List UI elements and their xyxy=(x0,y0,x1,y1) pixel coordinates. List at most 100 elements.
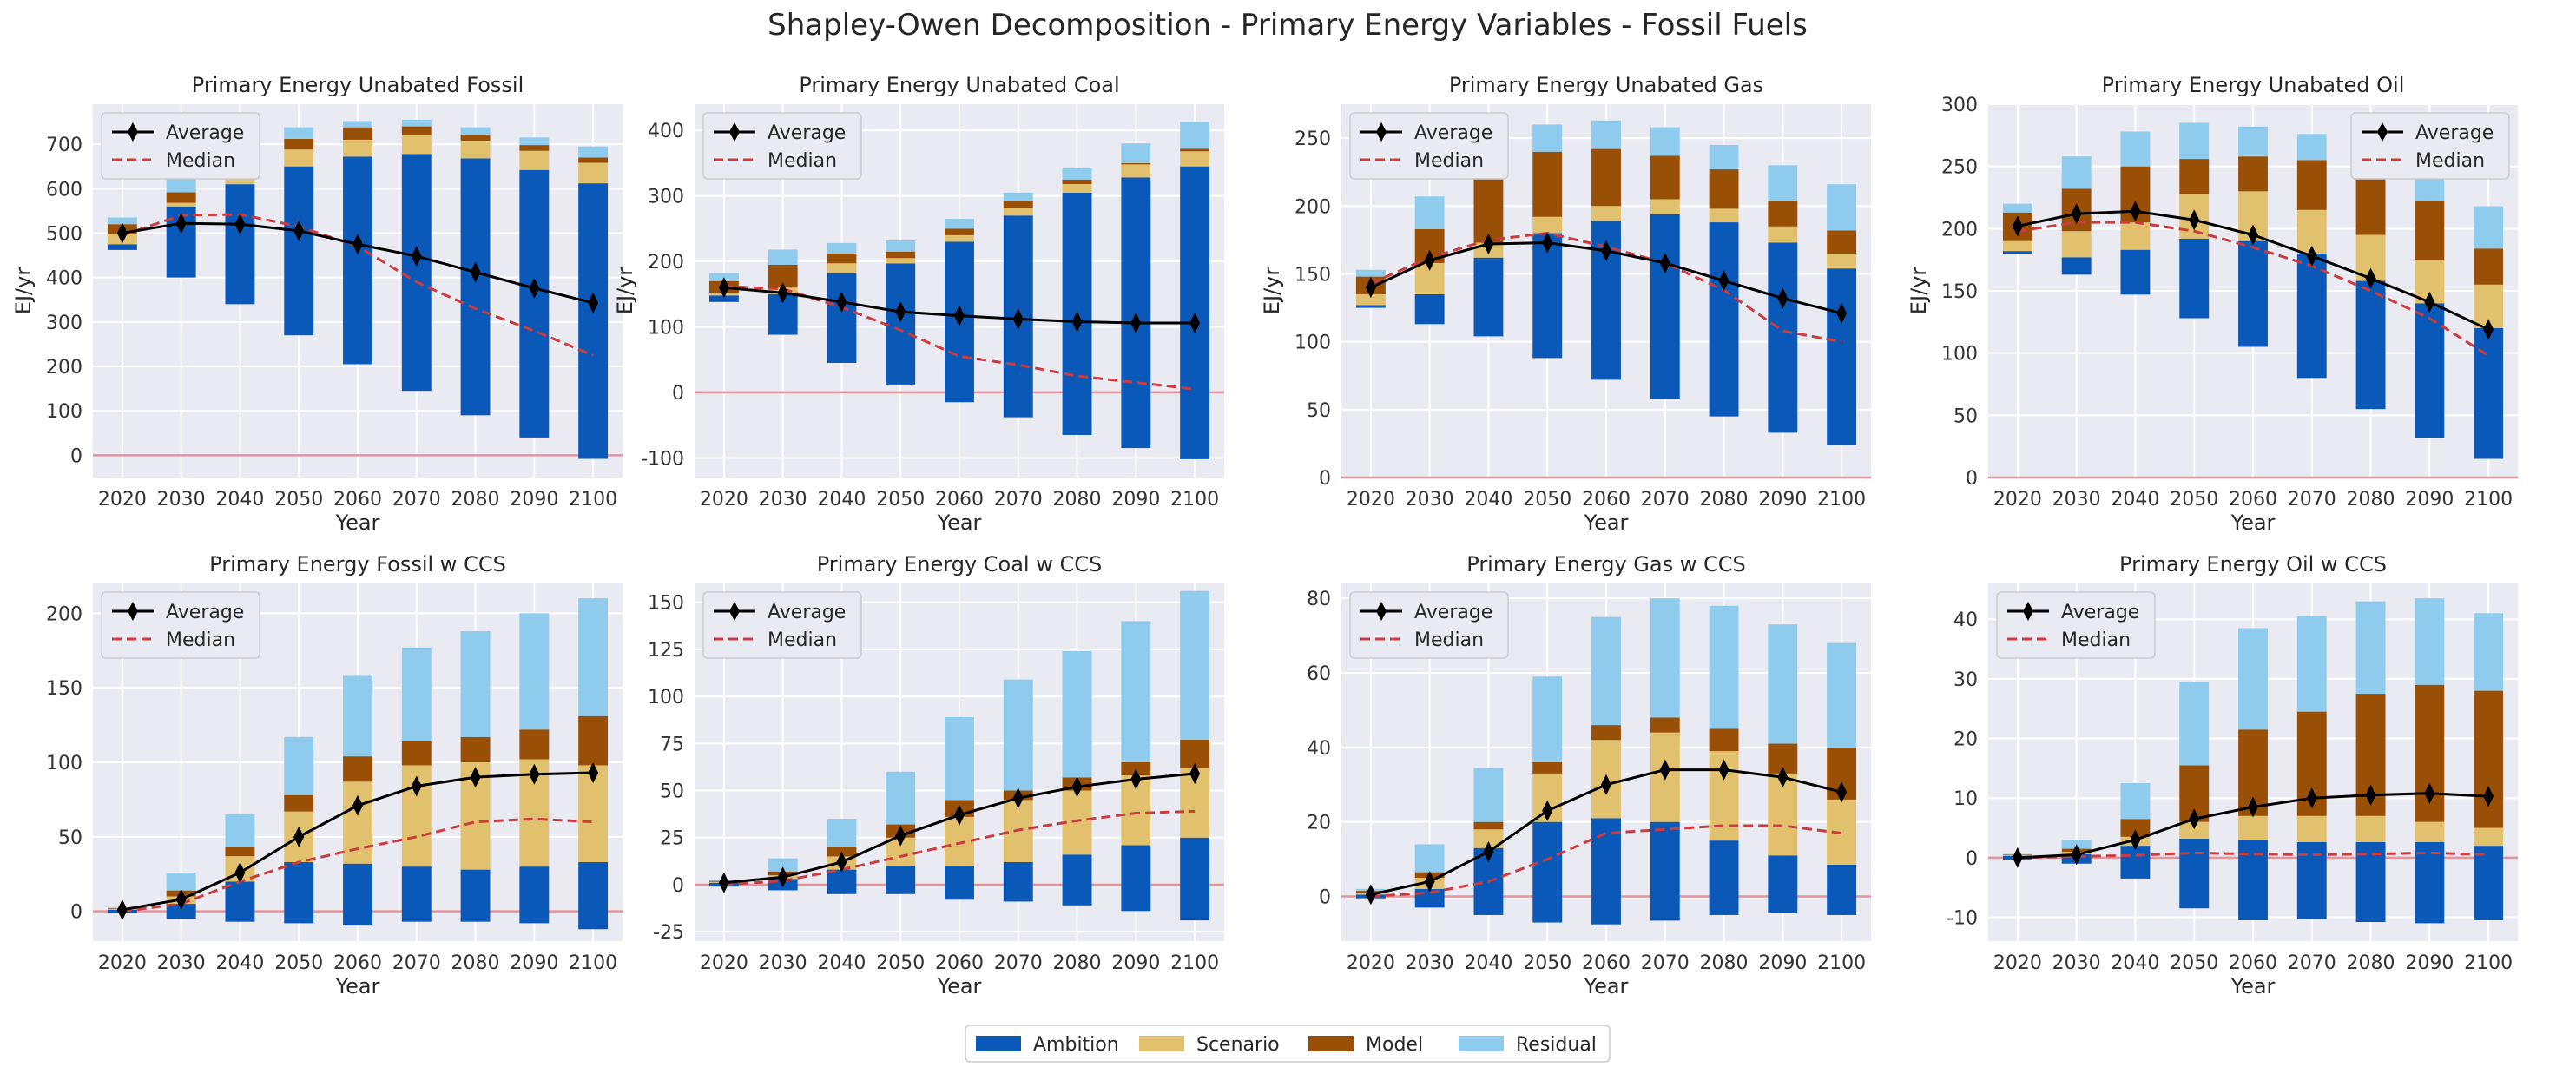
y-tick-label: 0 xyxy=(70,902,82,924)
x-tick-label: 2090 xyxy=(1758,489,1807,511)
bar-ambition-2050 xyxy=(1532,821,1563,923)
y-tick-label: 300 xyxy=(648,187,684,208)
x-tick-label: 2080 xyxy=(451,952,500,974)
y-tick-label: 40 xyxy=(1953,609,1978,631)
x-tick-label: 2060 xyxy=(2229,489,2277,511)
y-tick-label: 400 xyxy=(46,268,82,290)
y-tick-label: 250 xyxy=(1295,128,1331,150)
bar-ambition-2040 xyxy=(2120,249,2151,295)
bar-model-2070 xyxy=(1650,155,1680,200)
bar-residual-2100 xyxy=(1180,122,1210,149)
y-tick-label: 150 xyxy=(1941,281,1978,303)
x-tick-label: 2060 xyxy=(1582,489,1631,511)
panel-primary-energy-unabated-coal: -100 0 100 200 300 400 2020 2030 2040 2050 2060 207… xyxy=(613,73,1224,535)
x-tick-label: 2040 xyxy=(2111,489,2159,511)
x-tick-label: 2070 xyxy=(1641,952,1690,974)
average-marker-2060 xyxy=(2248,224,2258,246)
bar-ambition-2090 xyxy=(519,866,550,924)
bar-model-2080 xyxy=(460,736,491,762)
bar-scenario-2080 xyxy=(460,140,491,159)
y-tick-label: 100 xyxy=(1295,333,1331,354)
y-tick-label: 100 xyxy=(46,753,82,774)
bar-ambition-2100 xyxy=(578,183,609,459)
bar-residual-2060 xyxy=(945,716,974,801)
average-marker-2090 xyxy=(529,277,540,299)
bar-residual-2080 xyxy=(2355,601,2386,695)
average-marker-2020 xyxy=(718,277,729,299)
y-tick-label: 0 xyxy=(1966,848,1978,870)
bar-residual-2070 xyxy=(401,647,432,741)
bar-ambition-2040 xyxy=(827,869,857,894)
bar-ambition-2030 xyxy=(1414,293,1445,325)
panel-primary-energy-unabated-fossil: 0 100 200 300 400 500 600 700 2020 2030 2040 2050 20… xyxy=(11,73,623,535)
bar-ambition-2070 xyxy=(401,866,432,922)
bar-residual-2090 xyxy=(2415,598,2445,685)
panel-title: Primary Energy Coal w CCS xyxy=(817,552,1102,577)
bar-scenario-2100 xyxy=(1827,254,1857,269)
bar-ambition-2080 xyxy=(1709,222,1739,417)
bar-residual-2050 xyxy=(886,771,916,825)
legend-median-label: Median xyxy=(166,629,235,651)
bar-residual-2020 xyxy=(708,273,739,281)
y-tick-label: 200 xyxy=(1295,196,1331,218)
panel-title: Primary Energy Gas w CCS xyxy=(1466,552,1745,577)
average-marker-2020 xyxy=(718,872,729,893)
bar-scenario-2100 xyxy=(1180,151,1210,167)
average-marker-2090 xyxy=(2424,782,2435,804)
average-marker-2030 xyxy=(2071,844,2082,866)
average-marker-2030 xyxy=(777,282,788,304)
x-tick-label: 2100 xyxy=(569,489,617,511)
bar-residual-2090 xyxy=(519,137,550,146)
y-tick-label: 20 xyxy=(1953,729,1978,751)
x-tick-label: 2060 xyxy=(935,952,984,974)
y-tick-label: 200 xyxy=(648,252,684,273)
average-marker-2020 xyxy=(1365,884,1376,906)
bar-ambition-2070 xyxy=(1650,214,1680,399)
bar-residual-2070 xyxy=(1650,127,1680,156)
bar-scenario-2060 xyxy=(1591,206,1621,221)
average-marker-2040 xyxy=(234,862,246,884)
bar-scenario-2070 xyxy=(1650,199,1680,214)
x-tick-label: 2020 xyxy=(700,489,748,511)
panel-title: Primary Energy Unabated Gas xyxy=(1449,73,1763,97)
bar-residual-2100 xyxy=(578,146,609,158)
x-tick-label: 2020 xyxy=(98,489,147,511)
y-axis-label: EJ/yr xyxy=(11,267,36,315)
x-tick-label: 2040 xyxy=(817,489,866,511)
average-marker-2080 xyxy=(1071,776,1083,798)
y-tick-label: 0 xyxy=(1966,468,1978,490)
legend-box xyxy=(702,112,862,180)
bar-ambition-2040 xyxy=(225,184,255,305)
bar-scenario-2070 xyxy=(1003,208,1033,216)
x-tick-label: 2070 xyxy=(994,489,1043,511)
x-tick-label: 2060 xyxy=(333,952,382,974)
average-marker-2060 xyxy=(1601,774,1611,795)
bar-residual-2030 xyxy=(768,858,798,872)
bar-model-2080 xyxy=(2355,172,2386,235)
x-tick-label: 2090 xyxy=(1111,952,1160,974)
x-tick-label: 2070 xyxy=(2288,489,2336,511)
bar-residual-2050 xyxy=(2179,682,2210,766)
bar-model-2070 xyxy=(2296,160,2327,210)
bar-ambition-2070 xyxy=(401,154,432,392)
bar-ambition-2100 xyxy=(2474,328,2504,459)
bar-residual-2070 xyxy=(2296,616,2327,712)
bar-residual-2080 xyxy=(1709,144,1739,170)
average-marker-2070 xyxy=(2306,245,2317,267)
legend-average-label: Average xyxy=(768,122,846,144)
bar-scenario-2070 xyxy=(2296,815,2327,843)
y-tick-label: 0 xyxy=(672,875,684,897)
x-axis-label: Year xyxy=(335,974,380,998)
legend-average-label: Average xyxy=(166,602,244,623)
y-tick-label: -10 xyxy=(1947,908,1978,930)
bar-residual-2060 xyxy=(343,675,372,757)
average-marker-2050 xyxy=(2189,209,2200,231)
average-marker-2020 xyxy=(1365,277,1376,299)
y-tick-label: 100 xyxy=(648,687,684,708)
x-tick-label: 2040 xyxy=(215,489,264,511)
x-tick-label: 2080 xyxy=(451,489,500,511)
legend-median-label: Median xyxy=(768,629,837,651)
legend-box xyxy=(1349,112,1509,180)
x-tick-label: 2040 xyxy=(817,952,866,974)
